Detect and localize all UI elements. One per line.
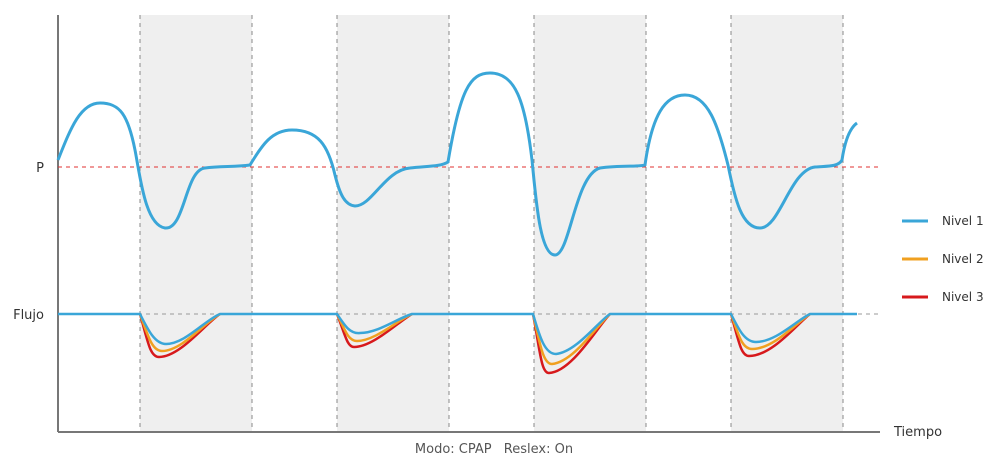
- mode-label: Modo: CPAP: [414, 442, 492, 457]
- legend-entry: Nivel 3: [942, 290, 984, 304]
- pressure-axis-label: P: [36, 161, 44, 176]
- flow-series-nivel-1: [58, 312, 857, 356]
- footer: Modo: CPAP Reslex: On: [0, 442, 988, 457]
- flow-axis-label: Flujo: [13, 308, 44, 323]
- exhale-bands: [139, 15, 844, 432]
- exhale-band: [534, 15, 646, 432]
- series-lines: [56, 71, 858, 375]
- axes: [57, 15, 880, 433]
- chart: P Flujo Tiempo Nivel 1 Nivel 2 Nivel 3: [13, 15, 984, 440]
- legend-entry: Nivel 2: [942, 252, 984, 266]
- flow-series-nivel-3: [138, 312, 811, 375]
- reslex-label: Reslex: On: [503, 442, 574, 457]
- exhale-band: [337, 15, 449, 432]
- legend: Nivel 1 Nivel 2 Nivel 3: [902, 214, 984, 304]
- pressure-series-nivel-1: [56, 71, 858, 257]
- legend-entry: Nivel 1: [942, 214, 984, 228]
- flow-series-nivel-2: [138, 312, 811, 366]
- x-axis-label: Tiempo: [893, 425, 942, 440]
